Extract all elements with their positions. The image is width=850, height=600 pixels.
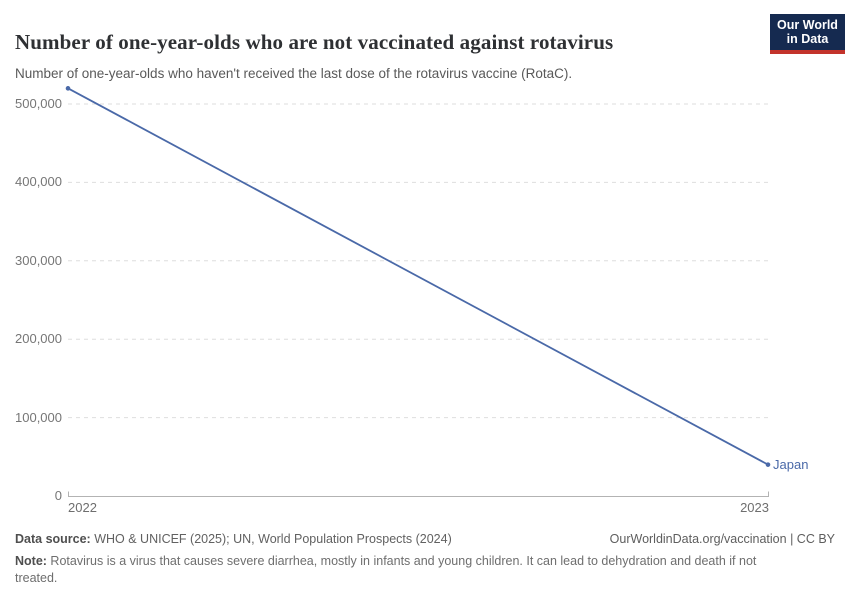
series-line-japan[interactable] bbox=[67, 87, 769, 466]
note-label: Note: bbox=[15, 554, 47, 568]
y-tick-label: 200,000 bbox=[15, 331, 62, 346]
x-tick-label-2023: 2023 bbox=[740, 500, 769, 515]
license-link[interactable]: CC BY bbox=[796, 532, 835, 546]
chart-footer: Data source: WHO & UNICEF (2025); UN, Wo… bbox=[15, 531, 835, 586]
citation-divider: | bbox=[786, 532, 797, 546]
entity-label-japan[interactable]: Japan bbox=[773, 457, 809, 472]
data-point-japan-2022[interactable] bbox=[65, 86, 71, 91]
data-source-text: WHO & UNICEF (2025); UN, World Populatio… bbox=[90, 532, 452, 546]
citation: OurWorldinData.org/vaccination | CC BY bbox=[610, 531, 835, 547]
owid-logo-line1: Our World bbox=[777, 18, 838, 32]
y-tick-label: 100,000 bbox=[15, 410, 62, 425]
data-point-japan-2023[interactable] bbox=[765, 462, 771, 467]
owid-logo-line2: in Data bbox=[786, 32, 829, 46]
data-source-label: Data source: bbox=[15, 532, 91, 546]
x-tick-label-2022: 2022 bbox=[68, 500, 97, 515]
y-tick-label: 500,000 bbox=[15, 96, 62, 111]
y-tick-label: 400,000 bbox=[15, 174, 62, 189]
citation-link[interactable]: OurWorldinData.org/vaccination bbox=[609, 532, 787, 546]
chart-subtitle: Number of one-year-olds who haven't rece… bbox=[15, 65, 573, 81]
y-tick-label: 300,000 bbox=[15, 253, 62, 268]
page-title: Number of one-year-olds who are not vacc… bbox=[15, 30, 614, 55]
data-source-line: Data source: WHO & UNICEF (2025); UN, Wo… bbox=[15, 531, 452, 547]
y-tick-label: 0 bbox=[54, 488, 62, 503]
note-text: Rotavirus is a virus that causes severe … bbox=[15, 554, 757, 585]
note-line: Note: Rotavirus is a virus that causes s… bbox=[15, 553, 797, 586]
owid-logo[interactable]: Our World in Data bbox=[770, 14, 845, 54]
